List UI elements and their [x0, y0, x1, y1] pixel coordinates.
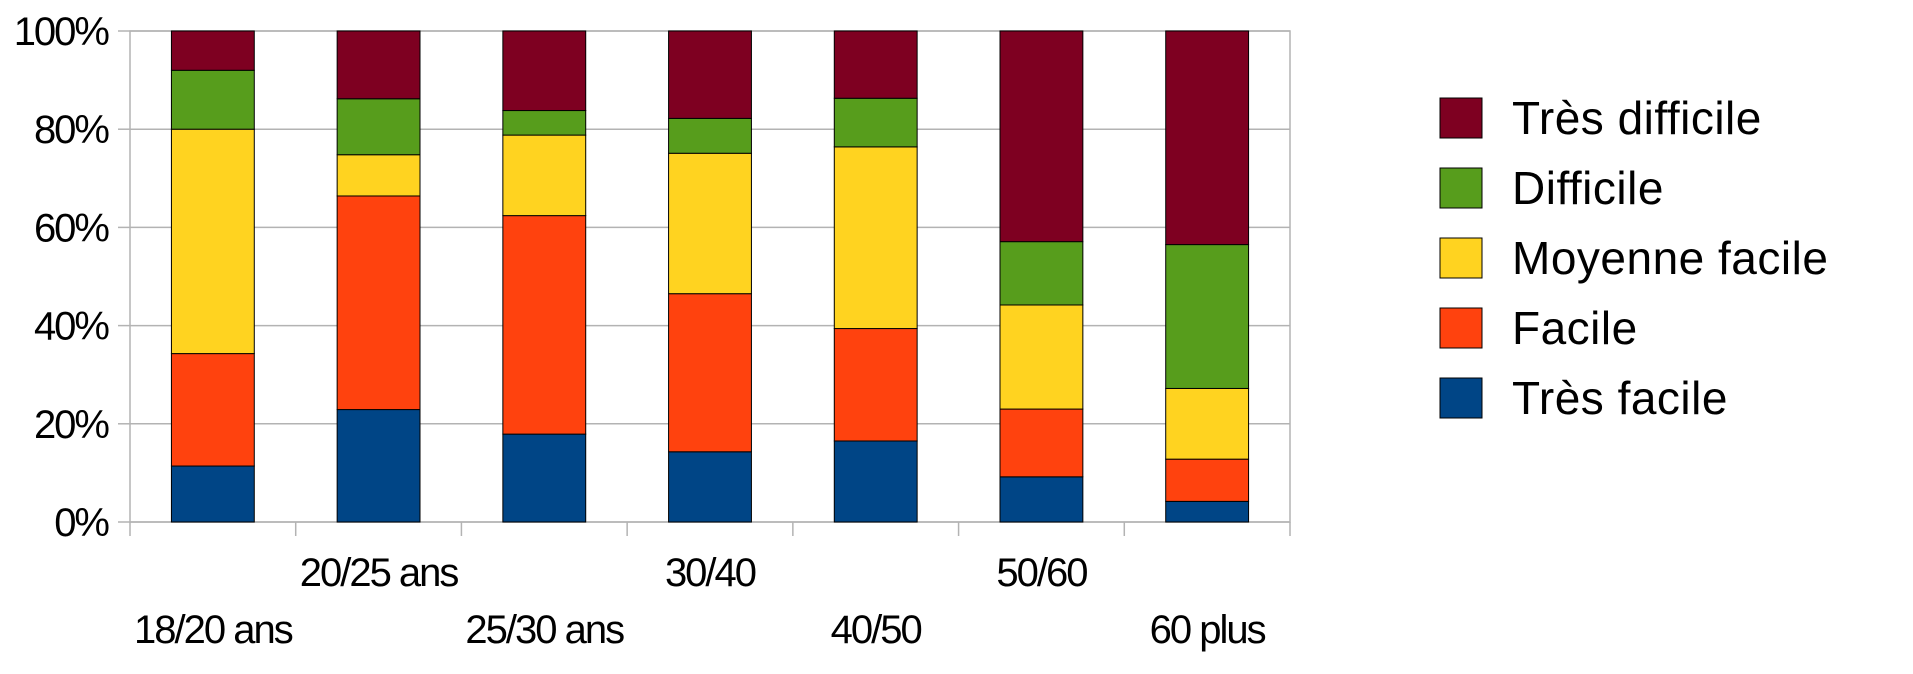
y-tick-label: 40% [34, 305, 109, 349]
legend-swatch [1439, 377, 1483, 419]
y-tick-label: 20% [34, 403, 109, 447]
y-tick-label: 80% [34, 108, 109, 152]
bar-segment [170, 465, 255, 523]
bar-segment [170, 353, 255, 467]
x-tick-label: 40/50 [831, 608, 922, 652]
legend-swatch [1439, 237, 1483, 279]
legend: Très difficile Difficile Moyenne facile Fac… [1439, 92, 1828, 424]
bar-segment [170, 128, 255, 355]
bar-segment [1165, 458, 1250, 502]
bar-segment [833, 328, 918, 442]
bar-segment [336, 30, 421, 100]
bar-segment [999, 241, 1084, 306]
bar-segment [999, 408, 1084, 478]
bar-segment [502, 134, 587, 217]
x-tick-label: 18/20 ans [134, 608, 293, 652]
bar-segment [1165, 500, 1250, 523]
bar-segment [336, 195, 421, 411]
bar-segment [336, 409, 421, 523]
bar-segment [1165, 30, 1250, 246]
legend-label: Moyenne facile [1512, 232, 1828, 284]
bar-segment [1165, 387, 1250, 460]
bar-segment [668, 451, 752, 523]
y-tick-label: 0% [54, 501, 109, 545]
y-tick-label: 60% [34, 206, 109, 250]
bar-segment [668, 117, 752, 154]
bar-segment [502, 110, 587, 136]
bar-segment [999, 304, 1084, 410]
legend-label: Facile [1512, 302, 1638, 354]
x-tick-label: 20/25 ans [300, 551, 459, 595]
x-tick-label: 25/30 ans [465, 608, 624, 652]
bar-segment [668, 30, 752, 119]
legend-label: Très difficile [1512, 92, 1762, 144]
bar-segment [336, 98, 421, 156]
bar-segment [999, 476, 1084, 523]
bar-segment [170, 30, 255, 71]
bar-segment [999, 30, 1084, 243]
bar-segment [833, 146, 918, 330]
bar-segment [1165, 244, 1250, 389]
legend-label: Difficile [1512, 162, 1664, 214]
y-tick-label: 100% [14, 10, 110, 54]
bar-segment [336, 154, 421, 197]
bar-segment [668, 293, 752, 453]
x-tick-label: 50/60 [996, 551, 1087, 595]
bars [170, 30, 1250, 523]
bar-segment [502, 215, 587, 435]
legend-swatch [1439, 97, 1483, 139]
legend-swatch [1439, 307, 1483, 349]
bar-segment [833, 440, 918, 523]
x-tick-label: 60 plus [1150, 608, 1266, 652]
bar-segment [170, 69, 255, 130]
bar-segment [502, 433, 587, 523]
bar-segment [502, 30, 587, 112]
legend-swatch [1439, 167, 1483, 209]
bar-segment [833, 30, 918, 99]
x-tick-label: 30/40 [665, 551, 756, 595]
legend-label: Très facile [1512, 372, 1728, 424]
bar-segment [668, 152, 752, 295]
bar-segment [833, 97, 918, 148]
